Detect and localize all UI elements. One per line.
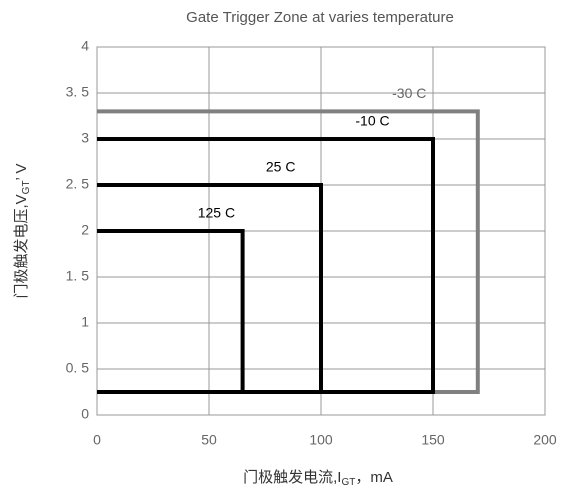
x-label-text: 门极触发电流,I [243,469,341,486]
y-tick-label: 1. 5 [66,268,90,284]
x-label-text: ，mA [355,469,393,486]
x-tick-label: 200 [533,432,557,448]
x-axis-label: 门极触发电流,IGT，mA [243,469,393,488]
x-tick-label: 50 [201,432,217,448]
y-tick-label: 0. 5 [66,360,90,376]
zone-boundary [97,229,245,394]
x-label-sub: GT [341,477,355,488]
y-tick-label: 4 [81,38,89,54]
chart-title: Gate Trigger Zone at varies temperature [186,9,454,26]
x-tick-label: 150 [421,432,445,448]
zone-label: 125 C [198,205,235,221]
zone-label: 25 C [266,159,296,175]
y-tick-label: 0 [81,406,89,422]
y-tick-label: 2. 5 [66,176,90,192]
x-tick-label: 0 [93,432,101,448]
y-tick-label: 1 [81,314,89,330]
zone-label: -30 C [392,85,426,101]
y-tick-label: 3 [81,130,89,146]
y-label-text: ’ V [13,163,30,180]
y-tick-label: 2 [81,222,89,238]
y-tick-label: 3. 5 [66,84,90,100]
y-axis-label: 门极触发电压,VGT’ V [13,163,32,298]
zone-label: -10 C [355,113,389,129]
y-label-sub: GT [21,180,32,194]
y-label-text: 门极触发电压,V [13,194,30,298]
x-tick-label: 100 [309,432,333,448]
